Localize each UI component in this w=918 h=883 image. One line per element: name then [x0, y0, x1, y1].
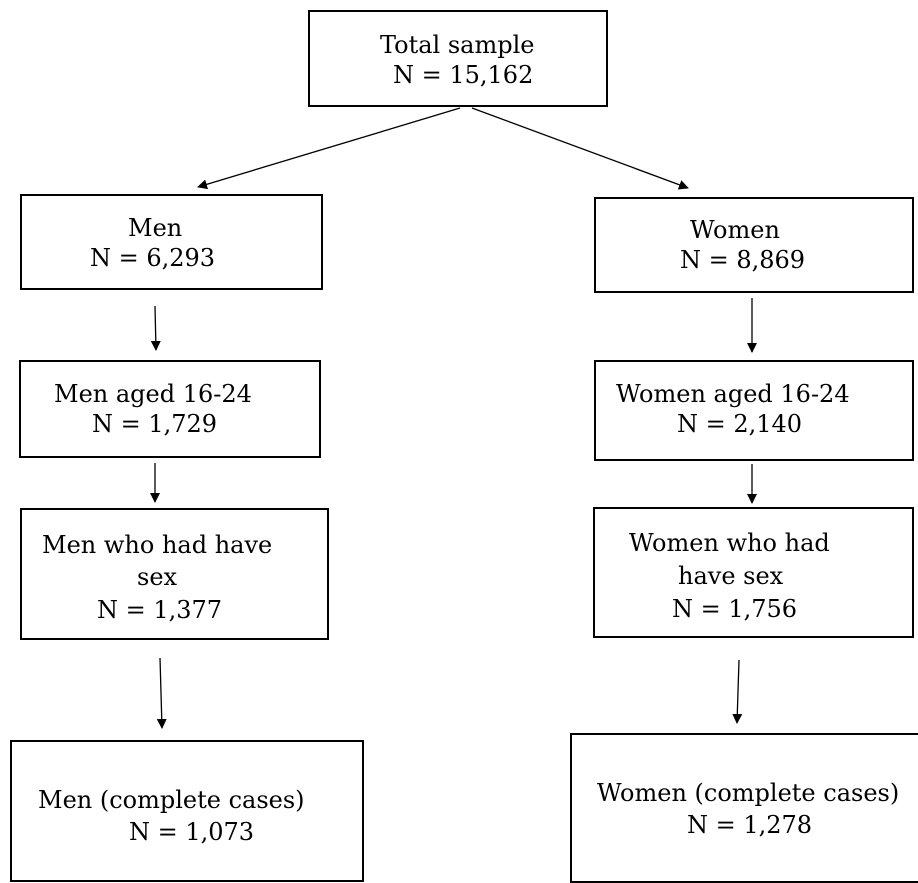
women-sex-label-line1: Women who had [629, 529, 830, 557]
women-complete-label: Women (complete cases) [597, 779, 900, 807]
men-sex-label-line2: sex [137, 563, 178, 591]
box-men-complete-cases [10, 740, 364, 882]
women-aged-label: Women aged 16-24 [616, 380, 850, 408]
men-complete-count: N = 1,073 [129, 818, 255, 846]
box-women-aged-16-24 [594, 360, 914, 461]
box-women-complete-cases [570, 733, 918, 883]
arrow-men-sex-to-men-complete [156, 657, 167, 729]
men-sex-label-line1: Men who had have [42, 531, 273, 559]
arrow-total-to-men [197, 107, 461, 190]
men-count: N = 6,293 [90, 244, 216, 272]
men-complete-label: Men (complete cases) [38, 786, 305, 814]
total-sample-label: Total sample [380, 31, 535, 59]
box-women [594, 197, 914, 293]
men-label: Men [128, 214, 183, 242]
total-sample-count: N = 15,162 [393, 61, 534, 89]
women-aged-count: N = 2,140 [677, 410, 803, 438]
women-sex-count: N = 1,756 [672, 595, 798, 623]
women-complete-count: N = 1,278 [687, 811, 813, 839]
box-men-aged-16-24 [19, 360, 321, 458]
women-label: Women [690, 216, 780, 244]
men-aged-count: N = 1,729 [92, 410, 218, 438]
box-men-who-had-sex [20, 508, 329, 640]
box-men [20, 194, 323, 290]
women-sex-label-line2: have sex [678, 562, 784, 590]
box-total-sample [308, 10, 608, 107]
men-aged-label: Men aged 16-24 [54, 380, 252, 408]
arrow-total-to-women [471, 107, 689, 190]
men-sex-count: N = 1,377 [97, 596, 223, 624]
women-count: N = 8,869 [680, 246, 806, 274]
box-women-who-had-sex [593, 507, 914, 638]
arrow-women-sex-to-women-complete [732, 659, 743, 724]
arrow-men-to-men-aged [150, 305, 161, 351]
